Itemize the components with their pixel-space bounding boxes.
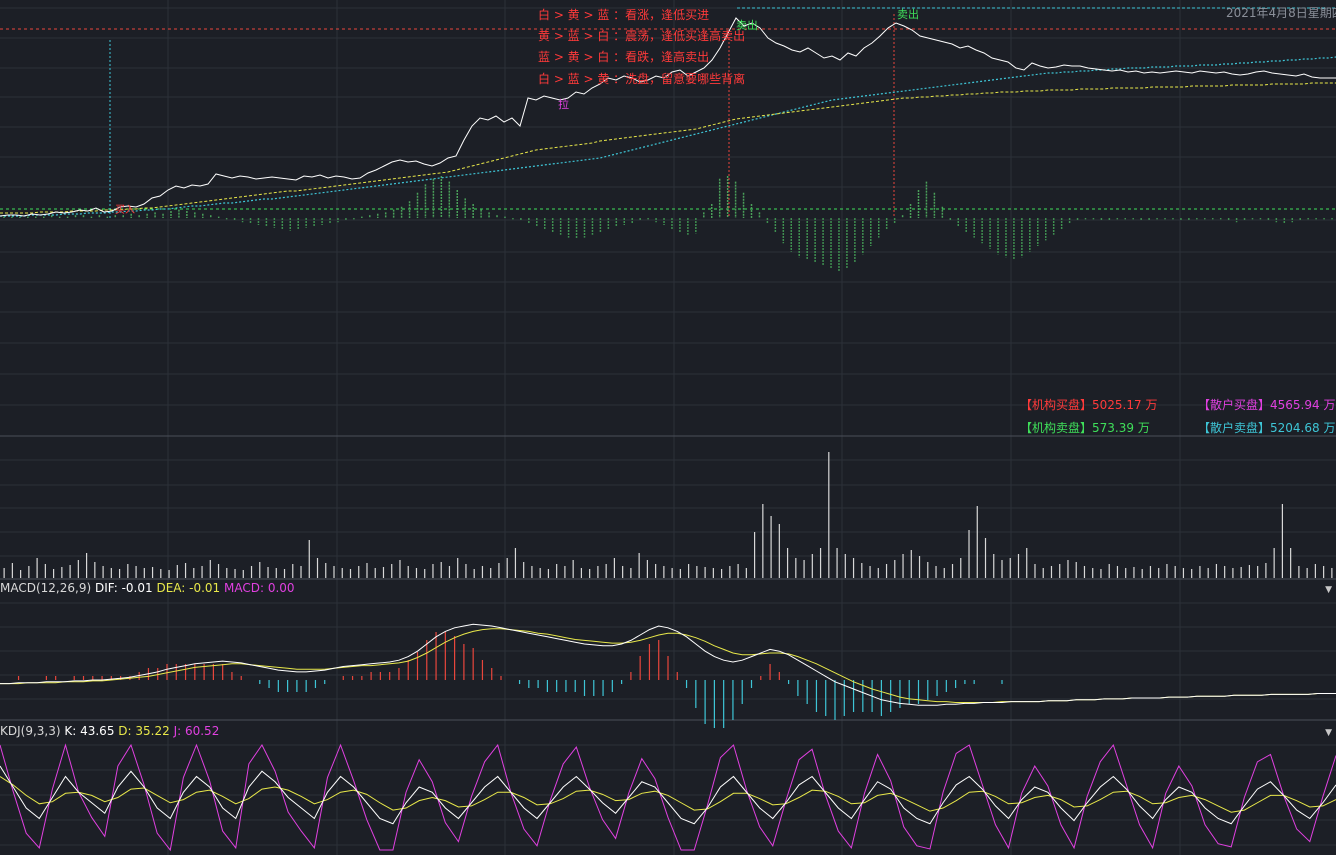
- macd-dea: DEA: -0.01: [156, 581, 221, 595]
- macd-name: MACD(12,26,9): [0, 581, 92, 595]
- price-panel: [0, 7, 1336, 272]
- retail-sell-label: 【散户卖盘】: [1198, 421, 1271, 435]
- kdj-name: KDJ(9,3,3): [0, 724, 61, 738]
- retail-buy-label: 【散户买盘】: [1198, 398, 1271, 412]
- retail-buy: 【散户买盘】4565.94 万: [1198, 396, 1335, 413]
- avg-line: [0, 82, 1336, 214]
- pull-marker: 拉: [558, 98, 569, 111]
- kdj-panel: [0, 743, 1336, 852]
- kdj-j: J: 60.52: [173, 724, 220, 738]
- inst-buy-value: 5025.17 万: [1092, 398, 1158, 412]
- kdj-j-line: [0, 743, 1336, 852]
- inst-buy: 【机构买盘】5025.17 万: [1020, 396, 1157, 413]
- sell-marker-1: 卖出: [736, 19, 758, 32]
- retail-sell: 【散户卖盘】5204.68 万: [1198, 419, 1335, 436]
- volume-panel: [3, 452, 1333, 578]
- kdj-d-line: [0, 776, 1336, 813]
- macd-dif: DIF: -0.01: [94, 581, 153, 595]
- macd-value: MACD: 0.00: [224, 581, 295, 595]
- legend-line-4: 白 > 蓝 > 黄 ：洗盘，留意要哪些背离: [538, 72, 746, 86]
- date-label: 2021年4月8日星期四: [1226, 6, 1336, 20]
- blue-line: [0, 56, 1336, 217]
- macd-panel: [0, 623, 1336, 728]
- macd-menu-icon[interactable]: ▼: [1325, 585, 1332, 595]
- kdj-k: K: 43.65: [64, 724, 115, 738]
- inst-sell-label: 【机构卖盘】: [1020, 421, 1093, 435]
- legend-line-1: 白 > 黄 > 蓝 ：看涨，逢低买进: [538, 8, 710, 22]
- kdj-header: KDJ(9,3,3) K: 43.65 D: 35.22 J: 60.52: [0, 724, 219, 738]
- dif-line: [0, 623, 1336, 706]
- retail-buy-value: 4565.94 万: [1270, 398, 1336, 412]
- retail-sell-value: 5204.68 万: [1270, 421, 1336, 435]
- sell-marker-2: 卖出: [897, 8, 919, 21]
- kdj-menu-icon[interactable]: ▼: [1325, 728, 1332, 738]
- buy-marker: 买入: [115, 205, 135, 216]
- legend-line-2: 黄 > 蓝 > 白 ：震荡，逢低买逢高卖出: [538, 29, 746, 43]
- inst-sell-value: 573.39 万: [1092, 421, 1150, 435]
- kdj-k-line: [0, 765, 1336, 825]
- inst-sell: 【机构卖盘】573.39 万: [1020, 419, 1150, 436]
- inst-buy-label: 【机构买盘】: [1020, 398, 1093, 412]
- macd-header: MACD(12,26,9) DIF: -0.01 DEA: -0.01 MACD…: [0, 581, 295, 595]
- kdj-d: D: 35.22: [118, 724, 170, 738]
- legend-line-3: 蓝 > 黄 > 白 ：看跌，逢高卖出: [538, 50, 710, 64]
- price-line: [0, 17, 1336, 217]
